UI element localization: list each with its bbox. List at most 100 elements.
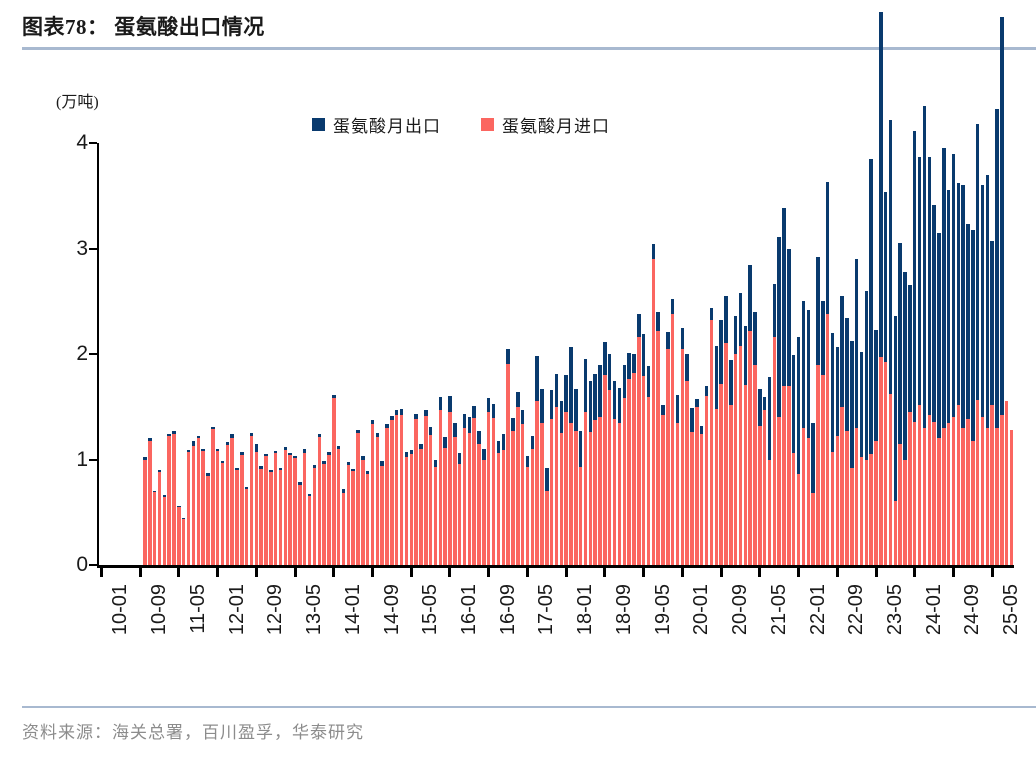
- bar-column[interactable]: [787, 248, 791, 565]
- bar-column[interactable]: [854, 259, 859, 565]
- bar-column[interactable]: [148, 438, 152, 565]
- bar-column[interactable]: [980, 185, 985, 565]
- legend-item-export[interactable]: 蛋氨酸月出口: [312, 112, 441, 137]
- bar-column[interactable]: [448, 396, 452, 565]
- bar-column[interactable]: [656, 311, 660, 565]
- bar-column[interactable]: [535, 356, 539, 565]
- bar-column[interactable]: [593, 374, 597, 565]
- bar-column[interactable]: [704, 385, 709, 565]
- bar-column[interactable]: [961, 185, 965, 565]
- bar-column[interactable]: [477, 431, 481, 565]
- bar-column[interactable]: [888, 119, 893, 565]
- bar-column[interactable]: [143, 457, 147, 565]
- bar-column[interactable]: [927, 156, 932, 565]
- bar-column[interactable]: [322, 460, 326, 565]
- bar-column[interactable]: [942, 148, 946, 565]
- bar-column[interactable]: [879, 12, 883, 565]
- bar-column[interactable]: [772, 284, 777, 565]
- bar-column[interactable]: [864, 290, 869, 565]
- bar-column[interactable]: [917, 156, 922, 565]
- bar-column[interactable]: [554, 374, 559, 565]
- bar-column[interactable]: [850, 341, 854, 565]
- bar-column[interactable]: [995, 109, 999, 565]
- bar-column[interactable]: [482, 448, 486, 565]
- bar-column[interactable]: [971, 229, 975, 565]
- bar-column[interactable]: [690, 407, 694, 565]
- bar-column[interactable]: [167, 434, 171, 565]
- bar-column[interactable]: [588, 381, 593, 565]
- bar-column[interactable]: [303, 448, 307, 565]
- bar-column[interactable]: [883, 191, 888, 565]
- bar-column[interactable]: [975, 124, 980, 565]
- bar-column[interactable]: [937, 232, 941, 565]
- bar-column[interactable]: [545, 467, 549, 565]
- bar-column[interactable]: [1004, 401, 1009, 565]
- bar-column[interactable]: [922, 106, 927, 565]
- bar-column[interactable]: [254, 443, 259, 565]
- bar-column[interactable]: [196, 436, 200, 565]
- bar-column[interactable]: [714, 345, 718, 565]
- bar-column[interactable]: [598, 364, 602, 565]
- bar-column[interactable]: [821, 301, 825, 565]
- bar-column[interactable]: [152, 491, 157, 565]
- bar-column[interactable]: [394, 409, 399, 565]
- bar-column[interactable]: [249, 433, 254, 565]
- bar-column[interactable]: [632, 354, 636, 565]
- bar-column[interactable]: [946, 190, 951, 565]
- bar-column[interactable]: [549, 389, 554, 565]
- bar-column[interactable]: [903, 271, 907, 565]
- bar-column[interactable]: [748, 265, 752, 565]
- bar-column[interactable]: [1000, 17, 1004, 565]
- bar-column[interactable]: [913, 131, 917, 565]
- bar-column[interactable]: [191, 440, 196, 565]
- bar-column[interactable]: [641, 333, 646, 565]
- bar-column[interactable]: [443, 437, 447, 565]
- bar-column[interactable]: [419, 443, 423, 565]
- bar-column[interactable]: [908, 285, 912, 565]
- bar-column[interactable]: [719, 320, 723, 565]
- bar-column[interactable]: [332, 395, 336, 565]
- bar-column[interactable]: [307, 494, 312, 565]
- bar-column[interactable]: [240, 452, 244, 565]
- bar-column[interactable]: [298, 481, 302, 565]
- bar-column[interactable]: [840, 295, 844, 565]
- bar-column[interactable]: [206, 473, 210, 565]
- bar-column[interactable]: [414, 414, 418, 565]
- bar-column[interactable]: [782, 208, 786, 565]
- bar-column[interactable]: [637, 313, 641, 565]
- bar-column[interactable]: [724, 295, 728, 565]
- bar-column[interactable]: [356, 429, 360, 565]
- bar-column[interactable]: [361, 456, 365, 565]
- bar-column[interactable]: [574, 388, 578, 565]
- bar-column[interactable]: [1009, 429, 1014, 565]
- bar-column[interactable]: [264, 454, 268, 565]
- bar-column[interactable]: [312, 464, 317, 565]
- bar-column[interactable]: [390, 416, 394, 565]
- bar-column[interactable]: [699, 425, 704, 565]
- bar-column[interactable]: [758, 388, 762, 565]
- bar-column[interactable]: [491, 403, 496, 565]
- bar-column[interactable]: [273, 451, 278, 565]
- bar-column[interactable]: [336, 445, 341, 565]
- bar-column[interactable]: [351, 469, 355, 565]
- bar-column[interactable]: [796, 337, 801, 565]
- bar-column[interactable]: [680, 327, 685, 565]
- bar-column[interactable]: [811, 422, 815, 565]
- bar-column[interactable]: [486, 398, 491, 565]
- bar-column[interactable]: [932, 205, 936, 565]
- bar-column[interactable]: [670, 299, 675, 565]
- bar-column[interactable]: [375, 433, 380, 565]
- bar-column[interactable]: [288, 453, 292, 565]
- bar-column[interactable]: [467, 417, 472, 565]
- bar-column[interactable]: [777, 236, 781, 565]
- bar-column[interactable]: [385, 423, 389, 565]
- bar-column[interactable]: [530, 436, 535, 565]
- bar-column[interactable]: [951, 153, 956, 565]
- bar-column[interactable]: [501, 434, 505, 565]
- bar-column[interactable]: [462, 414, 467, 565]
- bar-column[interactable]: [729, 360, 733, 565]
- bar-column[interactable]: [365, 471, 370, 565]
- bar-column[interactable]: [825, 182, 830, 565]
- bar-column[interactable]: [559, 401, 564, 565]
- bar-column[interactable]: [627, 352, 631, 565]
